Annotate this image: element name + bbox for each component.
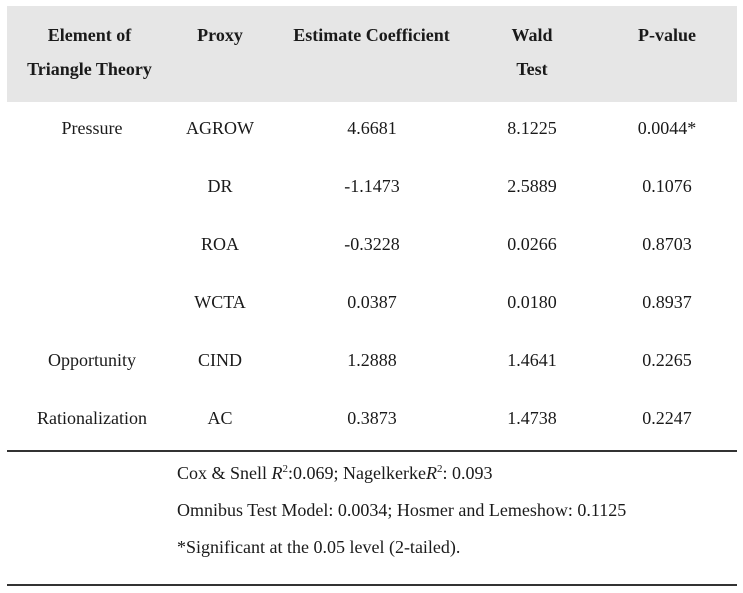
header-estimate-label: Estimate Coefficient <box>293 25 450 45</box>
note-cox-value: :0.069; Nagelkerke <box>288 463 426 483</box>
note-omnibus: Omnibus Test Model: 0.0034; Hosmer and L… <box>177 500 627 520</box>
cell-proxy: AC <box>207 408 233 428</box>
header-wald-line2: Test <box>516 59 548 79</box>
header-wald: Wald Test <box>477 18 587 86</box>
header-proxy-label: Proxy <box>197 25 243 45</box>
cell-proxy: ROA <box>200 234 239 254</box>
table-row: WCTA 0.0387 0.0180 0.8937 <box>7 290 737 348</box>
r-exponent: 2 <box>436 463 443 475</box>
cell-proxy: DR <box>207 176 233 196</box>
table-row: DR -1.1473 2.5889 0.1076 <box>7 174 737 232</box>
header-wald-line1: Wald <box>511 25 553 45</box>
cell-wald: 2.5889 <box>507 176 557 196</box>
header-element-line1: Element of <box>47 25 132 45</box>
cell-wald: 1.4738 <box>507 408 557 428</box>
cell-estimate: -0.3228 <box>344 234 400 254</box>
bottom-rule <box>7 584 737 586</box>
cell-proxy: WCTA <box>194 292 246 312</box>
cell-wald: 8.1225 <box>507 118 557 138</box>
header-proxy: Proxy <box>175 18 265 52</box>
cell-pvalue: 0.2247 <box>642 408 692 428</box>
r-exponent: 2 <box>282 463 289 475</box>
table-row: Rationalization AC 0.3873 1.4738 0.2247 <box>7 406 737 464</box>
cell-estimate: 0.3873 <box>347 408 397 428</box>
cell-estimate: -1.1473 <box>344 176 400 196</box>
cell-proxy: CIND <box>198 350 242 370</box>
note-r-squared: Cox & Snell R2:0.069; NagelkerkeR2: 0.09… <box>177 461 626 498</box>
cell-wald: 0.0266 <box>507 234 557 254</box>
cell-wald: 0.0180 <box>507 292 557 312</box>
cell-estimate: 0.0387 <box>347 292 397 312</box>
cell-element: Pressure <box>61 118 123 138</box>
cell-pvalue: 0.2265 <box>642 350 692 370</box>
note-significance: *Significant at the 0.05 level (2-tailed… <box>177 537 461 557</box>
cell-element: Opportunity <box>48 350 136 370</box>
header-element: Element of Triangle Theory <box>7 18 172 86</box>
header-element-line2: Triangle Theory <box>27 59 152 79</box>
cell-pvalue: 0.1076 <box>642 176 692 196</box>
cell-pvalue: 0.8703 <box>642 234 692 254</box>
header-pvalue-label: P-value <box>638 25 696 45</box>
cell-estimate: 1.2888 <box>347 350 397 370</box>
cell-element: Rationalization <box>37 408 147 428</box>
table-notes: Cox & Snell R2:0.069; NagelkerkeR2: 0.09… <box>177 461 626 572</box>
cell-pvalue: 0.0044* <box>637 118 697 138</box>
results-table: Element of Triangle Theory Proxy Estimat… <box>7 6 737 586</box>
cell-proxy: AGROW <box>186 118 254 138</box>
table-row: ROA -0.3228 0.0266 0.8703 <box>7 232 737 290</box>
table-row: Pressure AGROW 4.6681 8.1225 0.0044* <box>7 116 737 174</box>
note-cox-prefix: Cox & Snell <box>177 463 272 483</box>
r-symbol: R <box>425 463 437 483</box>
cell-estimate: 4.6681 <box>347 118 397 138</box>
table-row: Opportunity CIND 1.2888 1.4641 0.2265 <box>7 348 737 406</box>
table-header: Element of Triangle Theory Proxy Estimat… <box>7 6 737 102</box>
header-estimate: Estimate Coefficient <box>269 18 474 52</box>
divider-rule <box>7 450 737 452</box>
header-pvalue: P-value <box>597 18 737 52</box>
cell-pvalue: 0.8937 <box>642 292 692 312</box>
r-symbol: R <box>271 463 283 483</box>
cell-wald: 1.4641 <box>507 350 557 370</box>
note-nagel-value: : 0.093 <box>442 463 493 483</box>
